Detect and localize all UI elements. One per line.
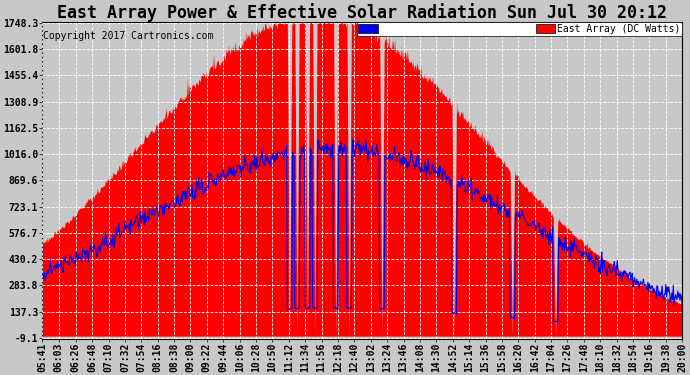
Title: East Array Power & Effective Solar Radiation Sun Jul 30 20:12: East Array Power & Effective Solar Radia… (57, 3, 667, 22)
Legend: Radiation (Effective w/m2), East Array (DC Watts): Radiation (Effective w/m2), East Array (… (357, 22, 682, 36)
Text: Copyright 2017 Cartronics.com: Copyright 2017 Cartronics.com (43, 32, 214, 41)
